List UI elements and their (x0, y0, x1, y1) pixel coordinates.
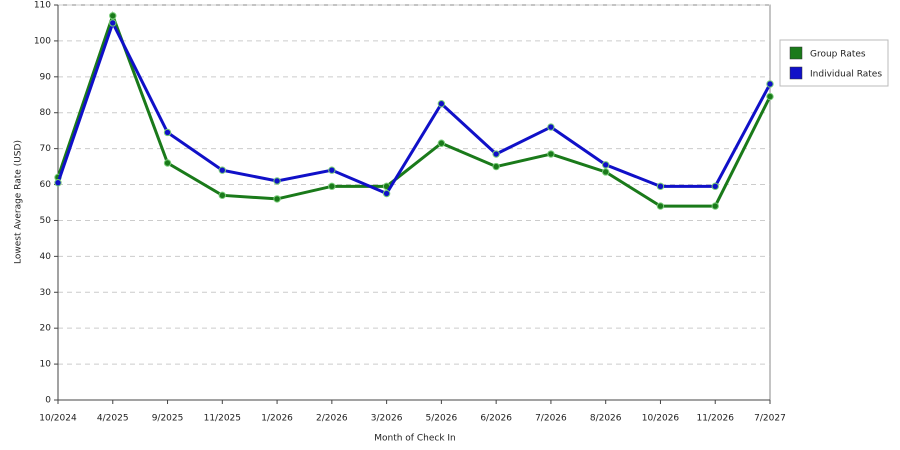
data-point (218, 191, 227, 200)
y-tick-label: 90 (40, 72, 52, 82)
data-point (492, 150, 500, 158)
series-line (56, 19, 772, 196)
x-tick-label: 11/2025 (204, 414, 241, 424)
plot-area (57, 4, 771, 401)
legend-swatch (789, 66, 803, 80)
y-tick-label: 0 (45, 396, 51, 406)
legend-swatch (789, 46, 803, 60)
data-point (109, 19, 117, 27)
y-tick-label: 80 (40, 108, 52, 118)
y-tick-label: 70 (40, 144, 52, 154)
x-tick-label: 2/2026 (316, 414, 348, 424)
x-tick-label: 6/2026 (480, 414, 512, 424)
data-point (437, 139, 446, 147)
x-tick-label: 9/2025 (152, 414, 184, 424)
data-point (711, 182, 719, 191)
data-point (437, 100, 446, 108)
x-tick-label: 7/2026 (535, 414, 567, 424)
data-point (54, 179, 62, 187)
data-point (273, 195, 281, 203)
x-tick-label: 1/2026 (261, 414, 293, 424)
x-tick-label: 3/2026 (371, 414, 403, 424)
x-tick-label: 8/2026 (590, 414, 622, 424)
y-tick-label: 30 (40, 288, 52, 298)
data-point (218, 166, 227, 174)
data-point (328, 182, 336, 191)
data-point (273, 177, 281, 185)
data-point (547, 150, 555, 158)
y-tick-label: 100 (34, 36, 51, 46)
data-point (328, 166, 336, 174)
y-tick-label: 110 (34, 1, 51, 11)
y-tick-label: 50 (40, 216, 52, 226)
data-point (547, 123, 555, 131)
data-point (382, 189, 391, 198)
data-point (601, 168, 610, 176)
y-axis-label: Lowest Average Rate (USD) (14, 140, 24, 264)
y-tick-label: 40 (40, 252, 52, 262)
data-point (656, 202, 665, 210)
x-tick-label: 5/2026 (426, 414, 458, 424)
legend-label: Individual Rates (810, 70, 882, 80)
x-tick-label: 4/2025 (97, 414, 129, 424)
y-tick-label: 20 (40, 324, 52, 334)
series-line (56, 11, 772, 208)
x-tick-label: 11/2026 (697, 414, 735, 424)
data-point (492, 162, 500, 171)
data-point (656, 182, 665, 191)
x-tick-label: 10/2024 (39, 414, 77, 424)
data-point (711, 202, 719, 210)
data-point (601, 161, 610, 169)
data-point (163, 128, 172, 137)
y-tick-label: 10 (40, 360, 52, 370)
x-tick-label: 7/2027 (754, 414, 786, 424)
legend-label: Group Rates (810, 50, 866, 60)
data-point (109, 12, 117, 20)
data-point (766, 92, 774, 101)
y-tick-label: 60 (40, 180, 52, 190)
x-tick-label: 10/2026 (642, 414, 680, 424)
x-axis-label: Month of Check In (374, 434, 456, 444)
data-point (163, 159, 172, 167)
data-point (766, 80, 774, 88)
